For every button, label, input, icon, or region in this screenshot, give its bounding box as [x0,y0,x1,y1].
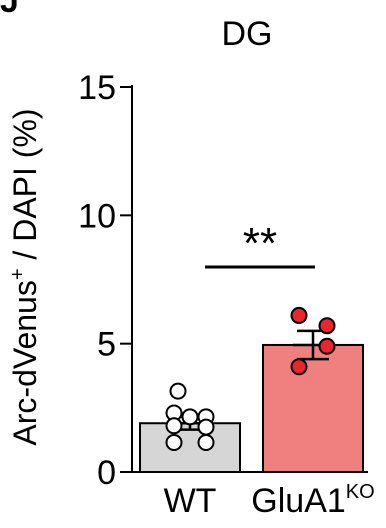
y-tick-label: 5 [97,326,116,364]
x-tick-label-superscript: KO [346,481,375,503]
x-tick-labels: WT GluA1KO [164,481,375,520]
chart-title: DG [222,15,273,53]
significance-label: ** [243,219,277,268]
data-point [290,306,308,324]
bar [262,343,364,474]
y-axis-label: Arc-dVenus+ / DAPI (%) [7,108,43,445]
y-axis-label-superscript: + [7,268,29,280]
y-tick-label: 0 [97,454,116,492]
y-ticks: 0 5 10 15 [78,69,132,492]
y-tick-label: 10 [78,197,116,235]
y-axis-label-main: Arc-dVenus [7,280,43,445]
x-tick-label-main: WT [164,482,217,520]
data-points [165,306,336,451]
data-point [181,408,199,426]
x-tick-label-main: GluA1 [251,482,346,520]
y-axis-label-rest: / DAPI (%) [7,108,43,268]
x-tick-label: WT [164,482,217,520]
data-point [197,433,215,451]
data-point [318,337,336,355]
data-point [197,418,215,436]
y-tick-label: 15 [78,69,116,107]
data-point [165,417,183,435]
data-point [169,382,187,400]
data-point [290,358,308,376]
x-tick-label: GluA1KO [251,481,374,520]
data-point [318,317,336,335]
data-point [165,433,183,451]
